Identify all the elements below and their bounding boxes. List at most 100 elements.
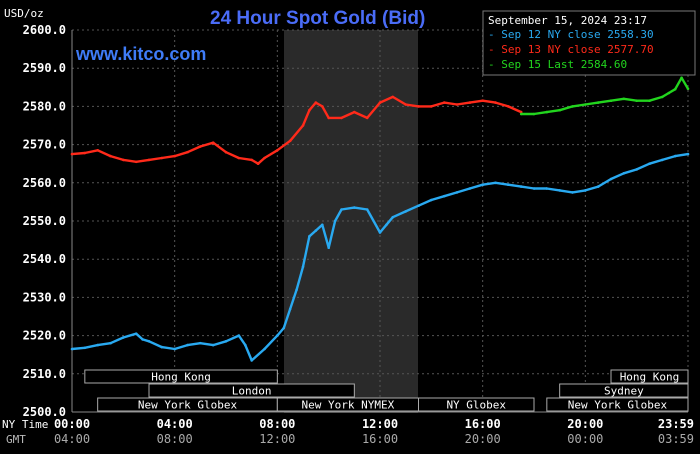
- data-point: [661, 95, 664, 99]
- data-point: [321, 105, 324, 108]
- session-box: [610, 369, 689, 384]
- session-box: [418, 397, 535, 412]
- data-point: [321, 223, 324, 227]
- data-point: [327, 246, 331, 249]
- data-point: [327, 116, 331, 120]
- data-point: [70, 347, 74, 351]
- data-point: [584, 103, 587, 106]
- data-point: [333, 219, 337, 223]
- gmt-row-label: GMT: [6, 433, 26, 446]
- data-point: [83, 151, 87, 155]
- data-point: [558, 108, 561, 112]
- data-point: [378, 101, 382, 104]
- legend-entry: - Sep 12 NY close 2558.30: [488, 28, 654, 41]
- data-point: [622, 97, 626, 101]
- data-point: [301, 124, 305, 127]
- series-line-3: [521, 76, 690, 116]
- y-tick-label: 2510.0: [23, 367, 66, 381]
- data-point: [224, 150, 228, 154]
- x-tick-label-ny: 04:00: [157, 417, 193, 431]
- y-tick-label: 2560.0: [23, 176, 66, 190]
- data-point: [519, 110, 523, 114]
- data-point: [378, 231, 382, 234]
- data-point: [532, 187, 536, 190]
- data-point: [417, 204, 420, 207]
- data-point: [211, 141, 215, 144]
- data-point: [134, 332, 138, 336]
- data-point: [70, 152, 74, 156]
- legend-items: - Sep 12 NY close 2558.30 - Sep 13 NY clo…: [488, 28, 654, 71]
- data-point: [83, 346, 87, 350]
- data-point: [288, 307, 292, 311]
- session-box: [148, 383, 355, 398]
- x-tick-label-gmt: 00:00: [567, 432, 603, 446]
- data-point: [186, 150, 189, 154]
- x-tick-label-ny: 16:00: [465, 417, 501, 431]
- data-point: [661, 158, 664, 162]
- data-point: [365, 208, 369, 211]
- data-point: [673, 87, 677, 91]
- session-label: Hong Kong: [151, 371, 211, 384]
- data-point: [494, 181, 497, 185]
- x-tick-label-gmt: 12:00: [259, 432, 295, 446]
- legend-entry: - Sep 13 NY close 2577.70: [488, 43, 654, 56]
- data-point: [481, 99, 485, 102]
- data-point: [648, 99, 651, 102]
- data-point: [147, 340, 151, 343]
- data-point: [635, 168, 638, 171]
- x-tick-label-gmt: 20:00: [465, 432, 501, 446]
- x-tick-label-ny: 20:00: [567, 417, 603, 431]
- data-point: [308, 108, 311, 112]
- data-point: [648, 162, 651, 165]
- data-point: [468, 187, 472, 190]
- ny-time-row-label: NY Time: [2, 418, 48, 431]
- data-point: [494, 101, 497, 104]
- data-point: [250, 158, 253, 162]
- data-point: [199, 145, 202, 148]
- x-tick-label-gmt: 16:00: [362, 432, 398, 446]
- data-point: [282, 326, 286, 330]
- chart-title: 24 Hour Spot Gold (Bid): [210, 8, 425, 29]
- data-point: [680, 76, 683, 80]
- y-tick-label: 2580.0: [23, 99, 66, 113]
- data-point: [353, 206, 356, 209]
- data-point: [391, 215, 395, 219]
- data-point: [545, 110, 549, 114]
- data-point: [211, 343, 215, 347]
- data-point: [455, 103, 459, 106]
- data-point: [96, 149, 99, 152]
- data-point: [596, 185, 600, 188]
- data-point: [276, 334, 279, 337]
- session-label: London: [232, 385, 272, 398]
- data-point: [609, 99, 613, 102]
- data-point: [353, 110, 356, 114]
- x-axis-tick-labels: 00:00 04:00 08:00 12:00 16:00 20:00 23:5904:00…: [54, 417, 694, 446]
- data-point: [391, 95, 395, 99]
- data-point: [507, 105, 510, 108]
- data-point: [430, 105, 433, 108]
- shaded-session-region: [284, 30, 418, 413]
- data-point: [571, 105, 574, 108]
- x-tick-label-ny: 12:00: [362, 417, 398, 431]
- session-label: Hong Kong: [620, 371, 680, 384]
- data-point: [314, 229, 318, 232]
- data-point: [314, 101, 318, 104]
- data-point: [622, 172, 626, 175]
- data-point: [340, 208, 343, 211]
- data-point: [295, 288, 298, 292]
- legend-entry: - Sep 15 Last 2584.60: [488, 58, 627, 71]
- data-point: [308, 235, 311, 238]
- data-point: [532, 112, 536, 116]
- data-point: [263, 347, 266, 351]
- y-tick-label: 2540.0: [23, 252, 66, 266]
- data-point: [250, 359, 253, 362]
- data-point: [442, 101, 446, 104]
- data-point: [147, 158, 151, 162]
- data-point: [173, 347, 176, 351]
- data-point: [96, 343, 99, 347]
- data-point: [667, 91, 671, 95]
- data-point: [122, 158, 125, 162]
- y-tick-label: 2600.0: [23, 23, 66, 37]
- grid-lines: [71, 29, 689, 413]
